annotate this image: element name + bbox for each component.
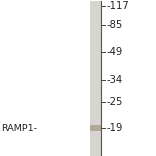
- Text: -34: -34: [107, 75, 123, 85]
- Text: -49: -49: [107, 47, 123, 57]
- Text: -85: -85: [107, 20, 123, 30]
- Text: -117: -117: [107, 1, 130, 11]
- Text: -19: -19: [107, 123, 123, 133]
- Bar: [90, 125, 101, 131]
- Bar: [90, 1, 101, 156]
- Text: RAMP1-: RAMP1-: [2, 124, 38, 133]
- Text: -25: -25: [107, 97, 123, 107]
